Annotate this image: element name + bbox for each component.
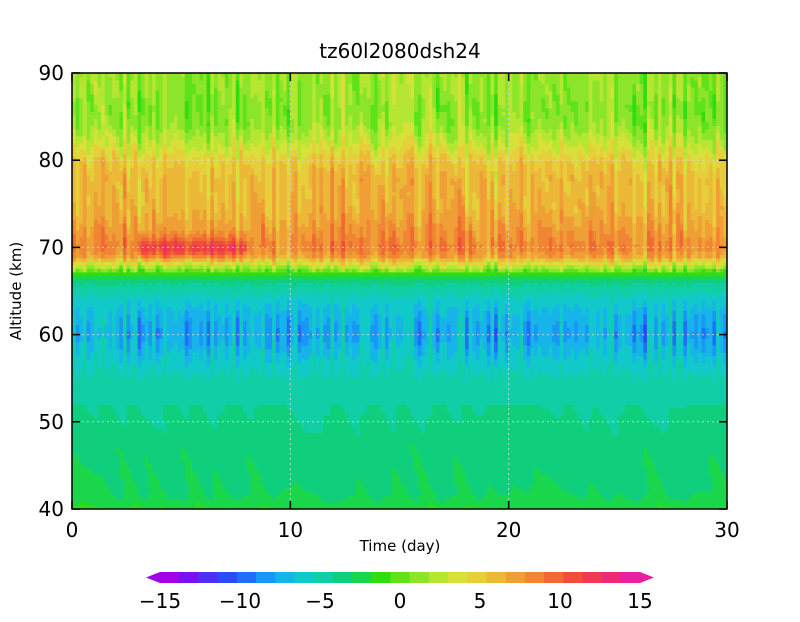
colorbar-tick-label: −10 [219,589,261,613]
colorbar-arrow-right [640,572,654,583]
colorbar-swatch [448,572,468,583]
x-tick-label: 0 [66,518,79,542]
colorbar-tick-label: 5 [474,589,487,613]
colorbar-swatch [486,572,506,583]
colorbar-swatch [390,572,410,583]
colorbar-swatch [237,572,257,583]
colorbar-swatch [371,572,391,583]
colorbar-tick-label: −5 [305,589,334,613]
chart-title: tz60l2080dsh24 [319,39,480,63]
y-axis-label: Altitude (km) [7,242,25,340]
x-tick-label: 20 [496,518,521,542]
colorbar-swatch [333,572,353,583]
colorbar-tick-label: 10 [547,589,572,613]
y-tick-label: 90 [39,61,64,85]
x-tick-label: 30 [714,518,739,542]
colorbar-swatch [218,572,238,583]
x-tick-label: 10 [278,518,303,542]
contour-field [72,73,728,510]
colorbar-swatch [294,572,314,583]
y-tick-label: 50 [39,410,64,434]
colorbar-swatch [582,572,602,583]
colorbar-swatch [198,572,218,583]
colorbar-swatch [544,572,564,583]
colorbar-swatch [275,572,295,583]
colorbar-tick-label: −15 [139,589,181,613]
colorbar-swatch [352,572,372,583]
y-tick-label: 60 [39,323,64,347]
x-axis-label: Time (day) [359,537,441,555]
colorbar-swatch [563,572,583,583]
y-tick-label: 80 [39,148,64,172]
colorbar-swatch [410,572,430,583]
colorbar: −15 −10 −5 0 5 10 15 [139,572,654,613]
colorbar-swatch [506,572,526,583]
colorbar-tick-label: 15 [627,589,652,613]
colorbar-swatch [429,572,449,583]
colorbar-swatch [314,572,334,583]
colorbar-arrow-left [146,572,160,583]
y-tick-label: 40 [39,497,64,521]
colorbar-swatch [256,572,276,583]
y-tick-label: 70 [39,235,64,259]
colorbar-tick-label: 0 [394,589,407,613]
colorbar-swatch [179,572,199,583]
colorbar-swatch [602,572,622,583]
colorbar-swatch [525,572,545,583]
colorbar-swatch [160,572,180,583]
colorbar-swatch [467,572,487,583]
colorbar-swatch [621,572,641,583]
